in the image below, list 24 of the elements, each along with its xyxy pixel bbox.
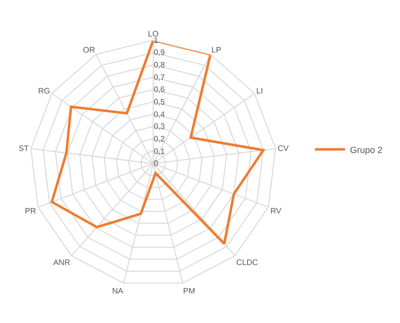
spoke-label: CLDC: [236, 258, 258, 268]
spoke-label: RG: [38, 86, 50, 96]
spoke-label: NA: [112, 286, 124, 296]
spoke-label: CV: [278, 144, 290, 153]
y-tick-label: 0,8: [154, 60, 166, 70]
y-tick-label: 0,4: [154, 110, 166, 119]
y-tick-label: 0,3: [154, 122, 166, 132]
spoke-label: LP: [211, 45, 222, 54]
legend-label: Grupo 2: [350, 144, 383, 155]
spoke-label: ST: [18, 144, 29, 153]
spoke-label: LO: [148, 30, 159, 39]
y-tick-label: 0,6: [154, 85, 166, 94]
y-tick-label: 0,7: [154, 72, 166, 82]
y-tick-label: 0,5: [154, 98, 166, 106]
y-tick-label: 0,9: [154, 48, 166, 58]
spoke-label: PR: [24, 206, 36, 216]
spoke-label: ANR: [53, 258, 70, 268]
spoke-label: RV: [270, 206, 282, 216]
y-tick-label: 0: [154, 159, 159, 168]
spoke-label: OR: [82, 45, 96, 54]
spoke-label: PM: [183, 286, 196, 296]
y-tick-label: 0,2: [154, 134, 166, 144]
spoke-label: LI: [256, 86, 263, 96]
y-tick-label: 0,1: [154, 146, 166, 156]
